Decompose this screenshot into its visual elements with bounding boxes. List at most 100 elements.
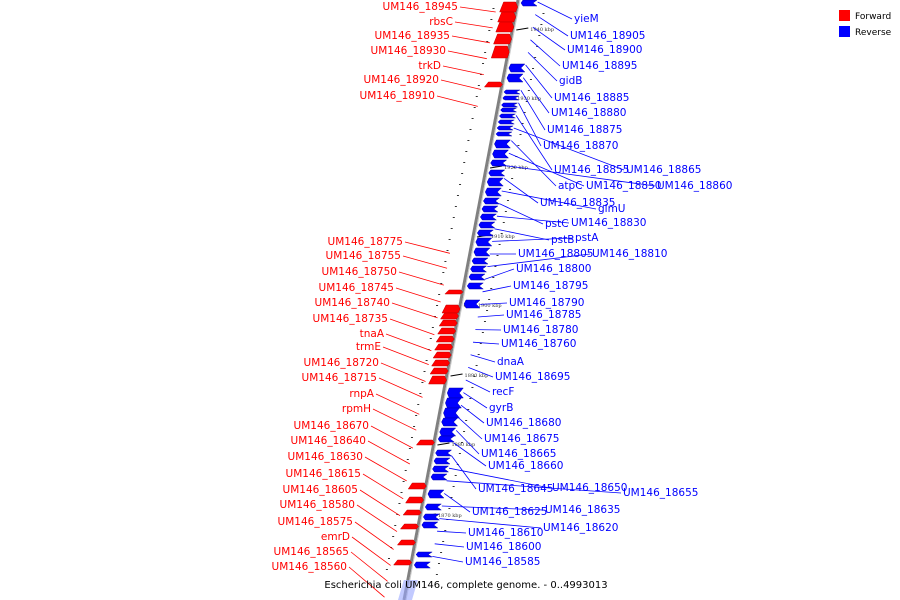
leader-line-reverse bbox=[448, 467, 551, 489]
forward-gene-label: UM146_18745 bbox=[319, 282, 394, 294]
grid-dot bbox=[469, 398, 472, 399]
grid-dot bbox=[452, 217, 455, 218]
forward-gene bbox=[429, 367, 449, 375]
grid-dot bbox=[486, 41, 489, 42]
legend-label: Reverse bbox=[855, 28, 892, 38]
leader-line-reverse bbox=[515, 115, 553, 171]
leader-line-forward bbox=[378, 377, 423, 398]
forward-gene-label: trmE bbox=[356, 341, 381, 353]
reverse-gene-label: UM146_18880 bbox=[551, 107, 626, 119]
grid-dot bbox=[448, 239, 451, 240]
leader-line-reverse bbox=[437, 530, 467, 534]
backbone-highlight bbox=[405, 0, 521, 600]
grid-dot bbox=[525, 101, 528, 102]
forward-gene-label: tnaA bbox=[360, 328, 385, 340]
leader-line-reverse bbox=[432, 556, 464, 563]
grid-dot bbox=[463, 162, 466, 163]
grid-dot bbox=[446, 250, 449, 251]
grid-dot bbox=[500, 233, 503, 234]
grid-dot bbox=[540, 24, 543, 25]
grid-dot bbox=[406, 459, 409, 460]
leader-line-reverse bbox=[434, 543, 465, 548]
reverse-gene bbox=[483, 197, 501, 205]
leader-line-reverse bbox=[503, 178, 539, 204]
leader-line-forward bbox=[380, 362, 426, 382]
reverse-gene bbox=[433, 457, 451, 465]
grid-dot bbox=[423, 371, 426, 372]
forward-gene-label: UM146_18715 bbox=[302, 372, 377, 384]
reverse-gene bbox=[495, 131, 513, 137]
forward-gene bbox=[434, 343, 453, 351]
reverse-gene-label: UM146_18665 bbox=[481, 448, 556, 460]
reverse-gene-label: UM146_18760 bbox=[501, 338, 576, 350]
grid-dot bbox=[477, 354, 480, 355]
reverse-gene-label: UM146_18850 bbox=[586, 180, 661, 192]
grid-dot bbox=[504, 211, 507, 212]
grid-dot bbox=[385, 569, 388, 570]
reverse-gene-label: UM146_18680 bbox=[486, 417, 561, 429]
tick-label: 1930 kbp bbox=[517, 96, 541, 102]
reverse-gene bbox=[421, 521, 439, 529]
leader-line-reverse bbox=[458, 417, 483, 440]
reverse-gene-label: UM146_18900 bbox=[567, 44, 642, 56]
forward-gene bbox=[405, 496, 424, 504]
tick-label: 1910 kbp bbox=[491, 234, 515, 240]
reverse-gene-label: UM146_18635 bbox=[545, 504, 620, 516]
gene-features bbox=[393, 0, 538, 569]
reverse-gene-label: UM146_18860 bbox=[657, 180, 732, 192]
grid-dot bbox=[398, 503, 401, 504]
grid-dot bbox=[421, 382, 424, 383]
reverse-gene-label: glmU bbox=[598, 203, 626, 215]
leader-line-forward bbox=[447, 50, 487, 60]
tick-mark bbox=[489, 165, 503, 169]
grid-dot bbox=[460, 442, 463, 443]
forward-gene-label: UM146_18750 bbox=[322, 266, 397, 278]
reverse-gene-label: UM146_18585 bbox=[465, 556, 540, 568]
grid-dot bbox=[429, 338, 432, 339]
leader-line-forward bbox=[451, 35, 490, 44]
reverse-gene bbox=[496, 125, 514, 131]
grid-dot bbox=[521, 123, 524, 124]
tick-label: 1940 kbp bbox=[530, 27, 554, 33]
leader-line-reverse bbox=[525, 64, 553, 99]
reverse-gene-label: UM146_18625 bbox=[472, 506, 547, 518]
grid-dot bbox=[490, 288, 493, 289]
forward-gene bbox=[495, 21, 515, 33]
reverse-gene bbox=[445, 397, 462, 409]
forward-gene bbox=[438, 319, 458, 327]
label-leader-lines bbox=[348, 1, 656, 598]
grid-dot bbox=[450, 497, 453, 498]
leader-line-forward bbox=[375, 393, 420, 415]
grid-dot bbox=[454, 206, 457, 207]
leader-line-reverse bbox=[477, 314, 505, 318]
reverse-gene bbox=[439, 427, 457, 437]
leader-line-reverse bbox=[444, 493, 471, 513]
grid-dot bbox=[454, 475, 457, 476]
reverse-gene bbox=[475, 237, 493, 247]
leader-line-forward bbox=[454, 21, 493, 29]
grid-dot bbox=[452, 486, 455, 487]
grid-dot bbox=[479, 343, 482, 344]
grid-dot bbox=[392, 536, 395, 537]
leader-line-forward bbox=[440, 79, 482, 90]
grid-dot bbox=[488, 299, 491, 300]
leader-line-reverse bbox=[465, 379, 491, 393]
reverse-gene-label: UM146_18875 bbox=[547, 124, 622, 136]
leader-line-reverse bbox=[501, 190, 597, 210]
reverse-gene-label: recF bbox=[492, 386, 514, 398]
leader-line-reverse bbox=[527, 52, 558, 82]
grid-dot bbox=[461, 173, 464, 174]
leader-line-reverse bbox=[508, 152, 585, 187]
forward-gene bbox=[428, 375, 447, 385]
leader-line-reverse bbox=[468, 367, 494, 378]
leader-line-forward bbox=[370, 425, 414, 449]
leader-line-reverse bbox=[537, 1, 573, 20]
reverse-gene bbox=[486, 177, 504, 187]
forward-gene-label: UM146_18580 bbox=[280, 499, 355, 511]
forward-gene-label: UM146_18740 bbox=[315, 297, 390, 309]
grid-dot bbox=[419, 393, 422, 394]
grid-dot bbox=[417, 404, 420, 405]
forward-gene-label: UM146_18670 bbox=[294, 420, 369, 432]
forward-gene bbox=[393, 559, 412, 566]
grid-dot bbox=[415, 415, 418, 416]
